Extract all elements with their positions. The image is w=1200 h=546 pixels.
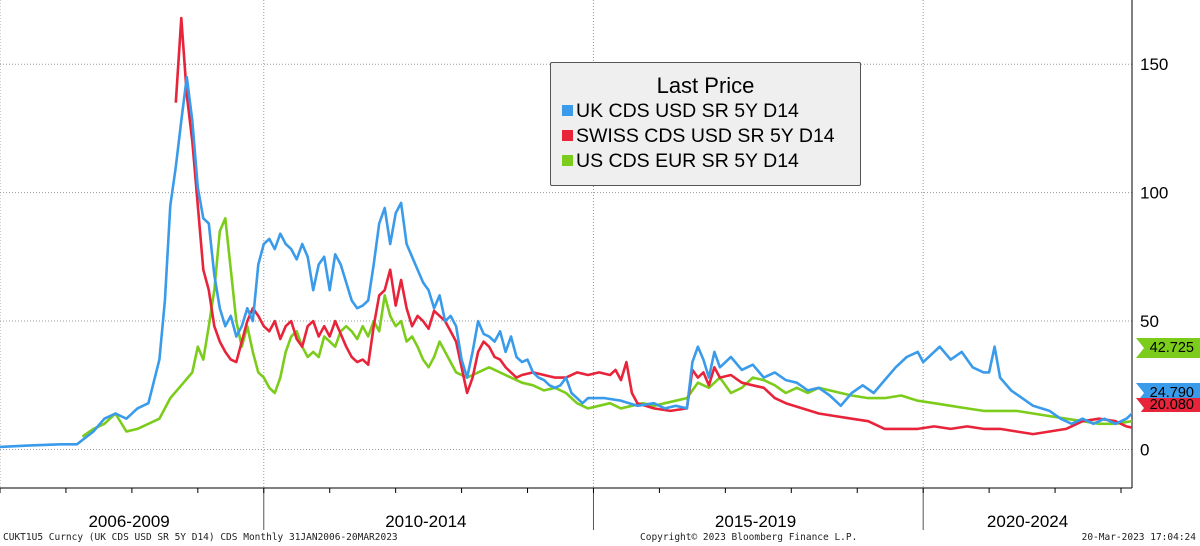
legend-swatch-uk bbox=[562, 105, 573, 116]
legend-label-swiss: SWISS CDS USD SR 5Y D14 bbox=[576, 125, 835, 147]
legend-swatch-swiss bbox=[562, 130, 573, 141]
y-tick-label: 0 bbox=[1140, 440, 1149, 459]
legend-swatch-us bbox=[562, 155, 573, 166]
x-period-label: 2006-2009 bbox=[88, 512, 169, 531]
series-line-uk bbox=[0, 75, 1132, 449]
footer-source: CUKT1U5 Curncy (UK CDS USD SR 5Y D14) CD… bbox=[3, 532, 398, 543]
last-value-tag-us: 42.725 bbox=[1135, 338, 1200, 358]
legend-entry-uk: UK CDS USD SR 5Y D14 bbox=[551, 99, 860, 124]
last-value-tag-swiss: 20.080 bbox=[1135, 398, 1200, 412]
legend-label-us: US CDS EUR SR 5Y D14 bbox=[576, 150, 799, 172]
series-lines bbox=[0, 16, 1132, 449]
x-period-label: 2020-2024 bbox=[987, 512, 1068, 531]
footer-copyright: Copyright© 2023 Bloomberg Finance L.P. bbox=[640, 532, 858, 543]
legend: Last Price UK CDS USD SR 5Y D14 SWISS CD… bbox=[550, 62, 861, 186]
x-period-label: 2010-2014 bbox=[385, 512, 466, 531]
series-line-swiss bbox=[174, 16, 1132, 436]
y-tick-label: 50 bbox=[1140, 312, 1159, 331]
series-line-us bbox=[81, 217, 1132, 438]
legend-title: Last Price bbox=[656, 73, 755, 98]
x-period-label: 2015-2019 bbox=[715, 512, 796, 531]
y-tick-label: 150 bbox=[1140, 55, 1168, 74]
x-period-axis: 2006-2009 2010-2014 2015-2019 2020-2024 bbox=[0, 487, 1132, 531]
footer-timestamp: 20-Mar-2023 17:04:24 bbox=[1081, 532, 1196, 543]
y-axis: 0 50 100 150 bbox=[1131, 0, 1168, 488]
legend-entry-swiss: SWISS CDS USD SR 5Y D14 bbox=[551, 124, 860, 149]
legend-entry-us: US CDS EUR SR 5Y D14 bbox=[551, 149, 860, 174]
y-tick-label: 100 bbox=[1140, 184, 1168, 203]
legend-label-uk: UK CDS USD SR 5Y D14 bbox=[576, 100, 799, 122]
